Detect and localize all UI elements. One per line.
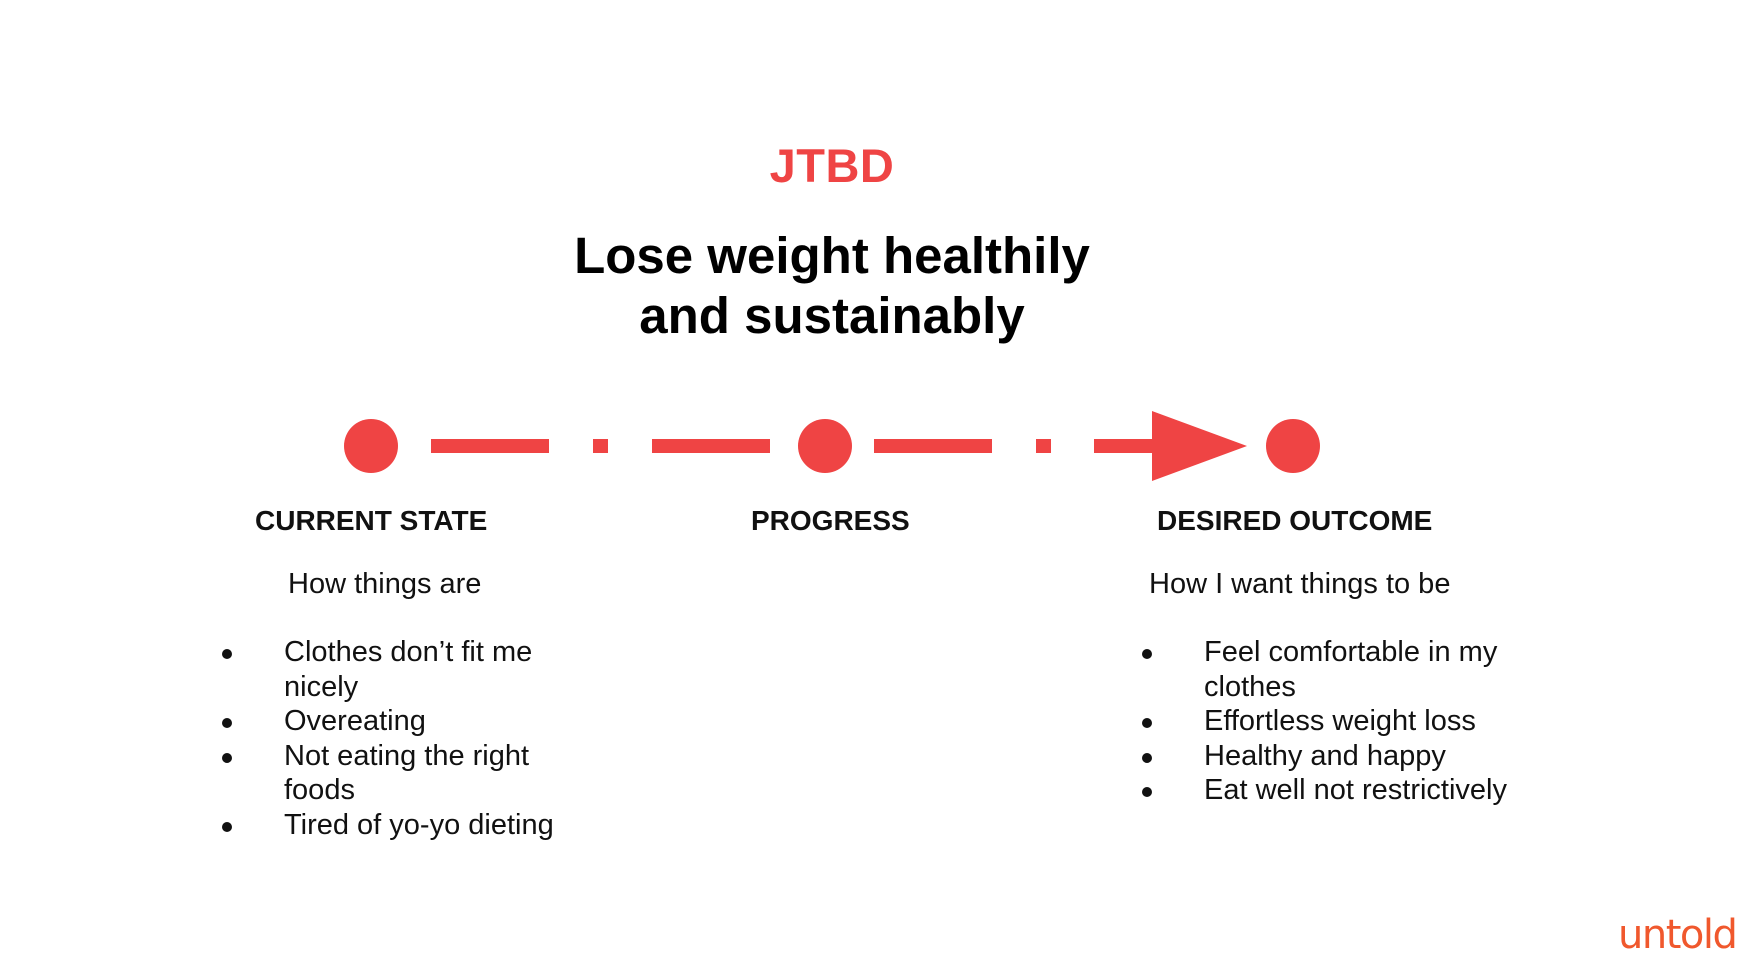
flow-dash-2	[652, 439, 770, 453]
headline-line-1: Lose weight healthily	[574, 227, 1090, 284]
current-state-label: CURRENT STATE	[255, 505, 488, 536]
list-item: Eat well not restrictively	[1142, 773, 1512, 808]
flow-dash-1	[431, 439, 549, 453]
list-item: Effortless weight loss	[1142, 704, 1512, 739]
flow-dash-3	[874, 439, 992, 453]
flow-dot-2	[1036, 439, 1051, 453]
list-item: Tired of yo-yo dieting	[222, 808, 582, 843]
desired-outcome-node	[1266, 419, 1320, 473]
headline-line-2: and sustainably	[639, 287, 1025, 344]
current-state-subtitle: How things are	[288, 568, 482, 600]
desired-outcome-list: Feel comfortable in my clothes Effortles…	[1142, 635, 1512, 808]
flow-dot-1	[593, 439, 608, 453]
list-item: Overeating	[222, 704, 582, 739]
current-state-list: Clothes don’t fit me nicely Overeating N…	[222, 635, 582, 842]
list-item: Healthy and happy	[1142, 739, 1512, 774]
flow-dash-4	[1094, 439, 1154, 453]
slide-kicker: JTBD	[769, 139, 895, 192]
slide-headline: Lose weight healthily and sustainably	[0, 226, 1664, 346]
list-item: Not eating the right foods	[222, 739, 582, 808]
untold-logo: untold	[1618, 912, 1738, 958]
current-state-node	[344, 419, 398, 473]
list-item: Clothes don’t fit me nicely	[222, 635, 582, 704]
progress-label: PROGRESS	[751, 505, 910, 536]
desired-outcome-subtitle: How I want things to be	[1149, 568, 1451, 600]
progress-node	[798, 419, 852, 473]
list-item: Feel comfortable in my clothes	[1142, 635, 1512, 704]
desired-outcome-label: DESIRED OUTCOME	[1157, 505, 1433, 536]
flow-arrowhead	[1152, 411, 1247, 481]
